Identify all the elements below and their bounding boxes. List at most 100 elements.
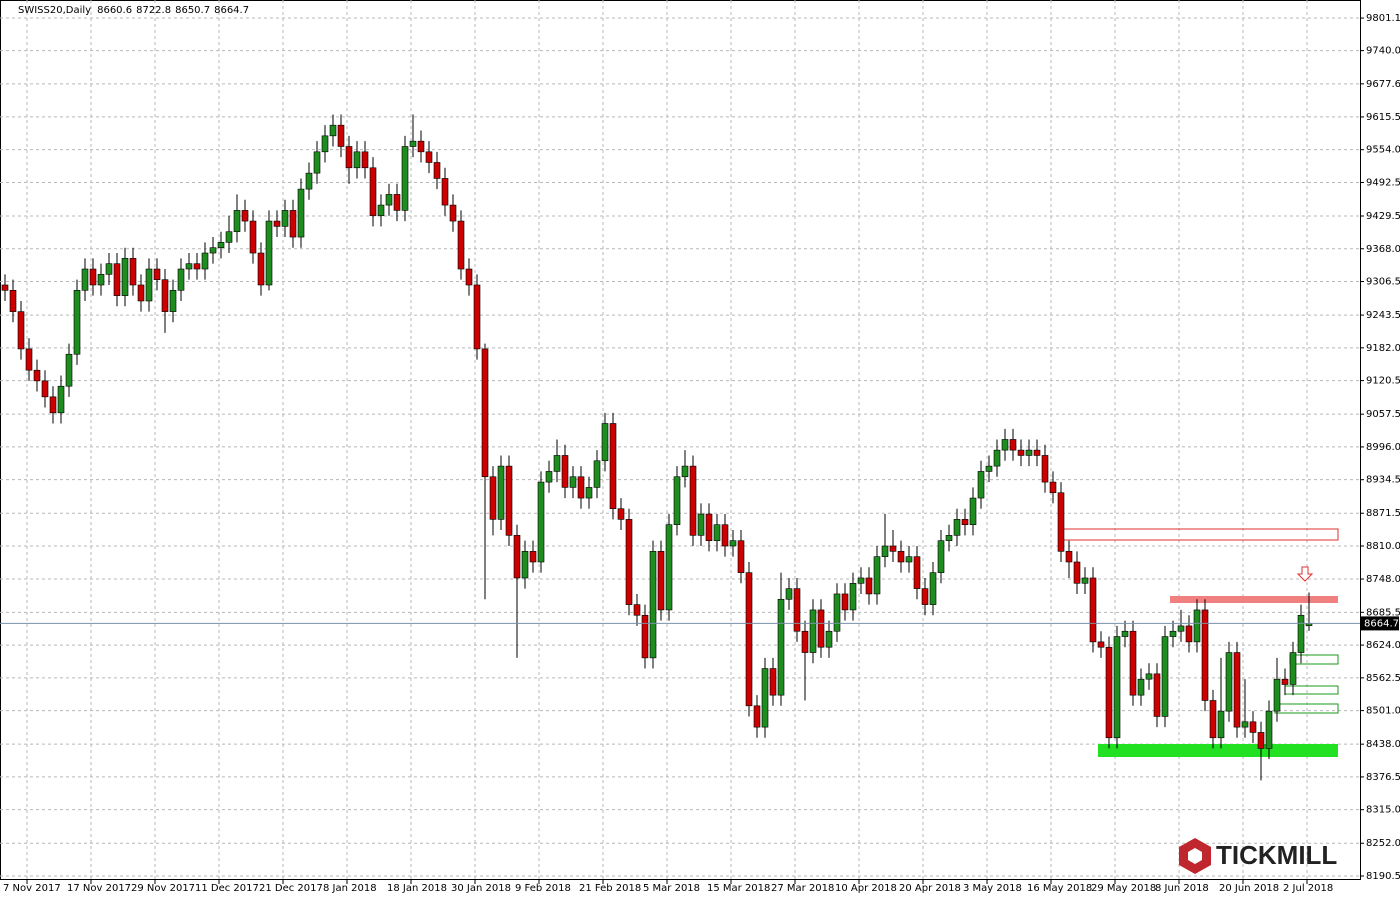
- x-tick-label: 8 Jan 2018: [323, 883, 377, 894]
- candle-body: [65, 353, 73, 387]
- candle-body: [249, 220, 257, 254]
- candle-body: [945, 535, 953, 541]
- logo-icon-inner: [1188, 848, 1202, 864]
- x-tick-label: 7 Nov 2017: [3, 883, 61, 894]
- candle-body: [1257, 732, 1265, 749]
- candle-body: [1161, 636, 1169, 717]
- candle-body: [1057, 492, 1065, 552]
- candle-body: [537, 481, 545, 563]
- candle-body: [169, 290, 177, 312]
- candle-body: [769, 668, 777, 696]
- candle-body: [977, 471, 985, 499]
- y-tick-label: 8315.0: [1366, 805, 1400, 816]
- x-tick-label: 5 Mar 2018: [643, 883, 700, 894]
- candles: [1, 114, 1313, 781]
- candle-body: [1145, 673, 1153, 680]
- candle-body: [1049, 481, 1057, 494]
- last-open: 8660.6: [97, 5, 132, 16]
- candle-body: [569, 476, 577, 488]
- candle-body: [225, 231, 233, 243]
- candle-body: [913, 556, 921, 589]
- x-tick-label: 30 Jan 2018: [451, 883, 511, 894]
- candle-body: [1281, 678, 1289, 685]
- candle-body: [1217, 710, 1225, 739]
- candle-body: [673, 476, 681, 525]
- candle-body: [81, 268, 89, 291]
- candle-body: [873, 556, 881, 595]
- candle-body: [1193, 609, 1201, 643]
- candle-body: [265, 220, 273, 286]
- candle-body: [273, 220, 281, 227]
- candle-body: [761, 668, 769, 728]
- last-price-box: [1361, 616, 1399, 631]
- candle-body: [353, 151, 361, 169]
- candle-body: [393, 194, 401, 211]
- candle-body: [241, 210, 249, 222]
- candle-body: [233, 210, 241, 233]
- y-tick-label: 8996.0: [1366, 442, 1400, 453]
- x-tick-label: 29 May 2018: [1091, 883, 1156, 894]
- candle-body: [105, 263, 113, 275]
- candle-body: [457, 220, 465, 270]
- chart-title: SWISS20,Daily: [18, 5, 91, 16]
- candle-body: [1241, 721, 1249, 728]
- candle-body: [737, 540, 745, 573]
- y-tick-label: 9677.6: [1366, 79, 1400, 90]
- candle-body: [513, 535, 521, 579]
- candle-body: [897, 551, 905, 563]
- candle-body: [505, 465, 513, 536]
- candle-body: [1185, 625, 1193, 643]
- candle-body: [1297, 614, 1305, 653]
- x-tick-label: 3 May 2018: [963, 883, 1022, 894]
- candle-body: [529, 551, 537, 563]
- y-tick-label: 9368.0: [1366, 244, 1400, 255]
- y-tick-label: 9554.0: [1366, 145, 1400, 156]
- last-close: 8664.7: [214, 5, 249, 16]
- candle-body: [433, 162, 441, 179]
- down-arrow: [1296, 566, 1314, 582]
- candle-body: [593, 460, 601, 488]
- candle-body: [361, 151, 369, 169]
- candle-body: [129, 258, 137, 286]
- y-tick-label: 8748.0: [1366, 574, 1400, 585]
- candle-body: [1081, 577, 1089, 584]
- candle-body: [73, 290, 81, 355]
- y-tick-label: 8190.5: [1366, 871, 1400, 882]
- candle-body: [721, 524, 729, 547]
- candle-body: [1289, 652, 1297, 685]
- logo-text: TICKMILL: [1216, 840, 1337, 870]
- x-tick-label: 8 Jun 2018: [1155, 883, 1209, 894]
- candle-body: [697, 513, 705, 536]
- candle-body: [865, 577, 873, 595]
- x-tick-label: 17 Nov 2017: [67, 883, 131, 894]
- candle-body: [545, 471, 553, 483]
- y-tick-label: 9492.5: [1366, 177, 1400, 188]
- candle-body: [1033, 449, 1041, 456]
- candle-body: [1097, 641, 1105, 648]
- x-tick-label: 20 Apr 2018: [899, 883, 961, 894]
- candle-body: [585, 487, 593, 499]
- y-tick-label: 8501.0: [1366, 706, 1400, 717]
- x-tick-label: 21 Dec 2017: [259, 883, 323, 894]
- candle-body: [337, 124, 345, 147]
- x-tick-label: 20 Jun 2018: [1219, 883, 1279, 894]
- candle-body: [929, 572, 937, 605]
- candle-body: [489, 476, 497, 520]
- candle-body: [401, 146, 409, 211]
- x-tick-label: 27 Mar 2018: [771, 883, 834, 894]
- candle-body: [689, 465, 697, 536]
- candle-body: [1129, 630, 1137, 696]
- y-tick-label: 8624.0: [1366, 640, 1400, 651]
- candle-body: [1265, 710, 1273, 749]
- resistance-line: [1170, 596, 1338, 603]
- candle-body: [1121, 630, 1129, 637]
- y-tick-label: 9429.5: [1366, 211, 1400, 222]
- candle-body: [1, 284, 9, 291]
- candle-body: [209, 247, 217, 254]
- candle-body: [473, 284, 481, 350]
- y-tick-label: 9740.0: [1366, 46, 1400, 57]
- candle-body: [849, 582, 857, 611]
- y-tick-label: 9120.5: [1366, 376, 1400, 387]
